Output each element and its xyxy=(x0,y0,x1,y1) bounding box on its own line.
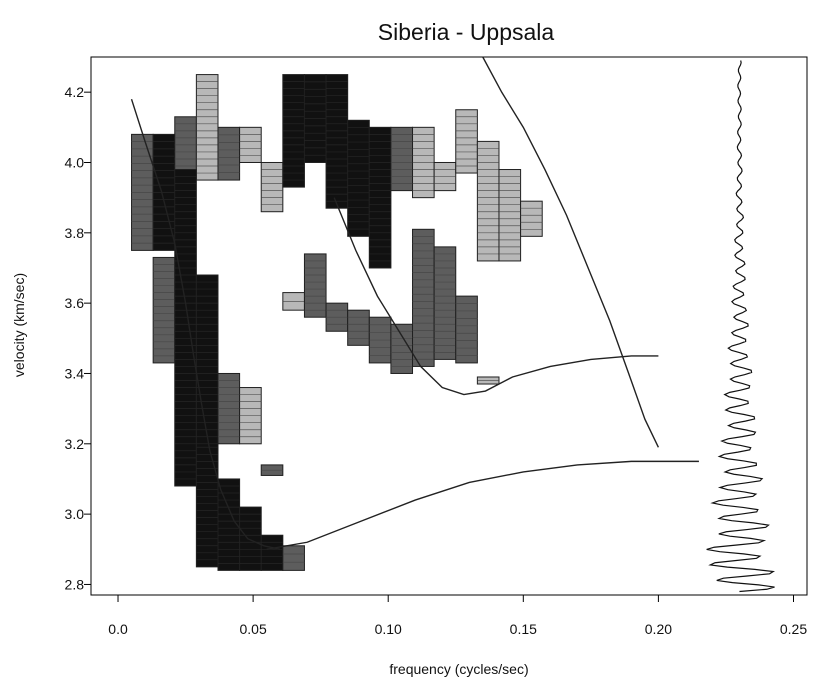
x-tick-label: 0.20 xyxy=(645,621,672,637)
heatmap-cell xyxy=(412,228,435,367)
chart-title: Siberia - Uppsala xyxy=(378,19,555,45)
y-tick-label: 3.6 xyxy=(65,295,85,311)
heatmap-cell xyxy=(217,126,241,181)
y-tick-label: 3.2 xyxy=(65,436,85,452)
heatmap-cell xyxy=(433,161,457,192)
y-axis-label: velocity (km/sec) xyxy=(11,273,27,377)
y-tick-label: 3.8 xyxy=(65,225,85,241)
x-tick-label: 0.05 xyxy=(239,621,266,637)
y-tick-label: 4.0 xyxy=(65,154,85,170)
heatmap-cell xyxy=(195,446,219,568)
series-line xyxy=(266,460,699,550)
seismogram-layer xyxy=(706,60,776,593)
series-line xyxy=(482,56,660,448)
heatmap-cell xyxy=(174,169,197,487)
y-tick-label: 3.0 xyxy=(65,506,85,522)
heatmap-cell xyxy=(282,545,305,571)
heatmap-cell xyxy=(368,316,392,364)
heatmap-cell xyxy=(325,74,349,209)
y-tick-label: 3.4 xyxy=(65,365,85,381)
heatmap-cell xyxy=(217,478,241,571)
heatmap-cell xyxy=(260,464,284,476)
cells-layer xyxy=(131,74,543,571)
heatmap-cell xyxy=(498,169,522,262)
heatmap-cell xyxy=(131,133,154,251)
seismogram-trace xyxy=(706,60,776,593)
series-line xyxy=(333,197,659,396)
heatmap-cell xyxy=(303,253,327,318)
heatmap-cell xyxy=(152,256,176,364)
heatmap-cell xyxy=(455,295,478,364)
heatmap-cell xyxy=(476,140,500,262)
heatmap-cell xyxy=(433,246,457,360)
heatmap-cell xyxy=(368,126,392,269)
heatmap-cell xyxy=(282,292,305,311)
y-tick-label: 2.8 xyxy=(65,576,85,592)
heatmap-cell xyxy=(347,309,370,346)
heatmap-cell xyxy=(239,387,262,445)
x-tick-label: 0.10 xyxy=(375,621,402,637)
series-line xyxy=(130,98,281,550)
heatmap-cell xyxy=(239,126,262,163)
heatmap-cell xyxy=(195,274,219,452)
heatmap-cell xyxy=(260,161,284,213)
heatmap-cell xyxy=(195,74,219,181)
heatmap-cell xyxy=(390,126,414,192)
heatmap-cell xyxy=(239,506,262,571)
x-tick-label: 0.0 xyxy=(108,621,128,637)
heatmap-cell xyxy=(325,302,349,332)
heatmap-cell xyxy=(390,323,414,374)
heatmap-cell xyxy=(412,126,435,199)
curves-layer xyxy=(130,56,699,550)
heatmap-cell xyxy=(520,200,543,237)
heatmap-cell xyxy=(217,372,241,445)
plot-frame xyxy=(90,56,808,596)
axes-layer: 0.0 0.05 0.10 0.15 0.20 0.25 2.8 3.0 3.2 3.4 3.6 3.… xyxy=(65,84,808,637)
x-axis-label: frequency (cycles/sec) xyxy=(389,661,528,677)
heatmap-cell xyxy=(455,109,478,174)
y-tick-label: 4.2 xyxy=(65,84,85,100)
heatmap-cell xyxy=(282,74,305,188)
heatmap-cell xyxy=(347,119,370,237)
x-tick-label: 0.15 xyxy=(510,621,537,637)
heatmap-cell xyxy=(476,376,500,385)
x-tick-label: 0.25 xyxy=(780,621,807,637)
heatmap-cell xyxy=(303,74,327,163)
heatmap-cell xyxy=(260,534,284,571)
heatmap-cell xyxy=(174,116,197,181)
